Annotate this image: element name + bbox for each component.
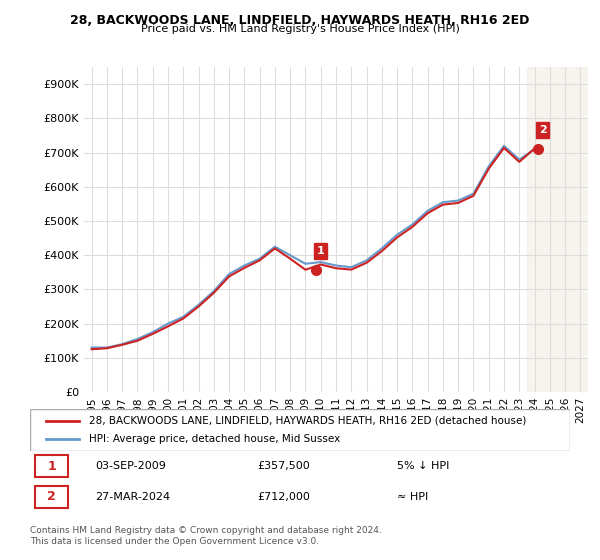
Text: Price paid vs. HM Land Registry's House Price Index (HPI): Price paid vs. HM Land Registry's House … — [140, 24, 460, 34]
Text: £712,000: £712,000 — [257, 492, 310, 502]
Text: 2: 2 — [539, 125, 547, 135]
Text: 28, BACKWOODS LANE, LINDFIELD, HAYWARDS HEATH, RH16 2ED: 28, BACKWOODS LANE, LINDFIELD, HAYWARDS … — [70, 14, 530, 27]
FancyBboxPatch shape — [35, 455, 68, 477]
Bar — [527, 67, 588, 392]
Text: 1: 1 — [316, 246, 324, 256]
Text: 03-SEP-2009: 03-SEP-2009 — [95, 461, 166, 471]
Text: £357,500: £357,500 — [257, 461, 310, 471]
Text: ≈ HPI: ≈ HPI — [397, 492, 428, 502]
Text: 5% ↓ HPI: 5% ↓ HPI — [397, 461, 449, 471]
Text: 27-MAR-2024: 27-MAR-2024 — [95, 492, 170, 502]
Text: 1: 1 — [47, 460, 56, 473]
Text: HPI: Average price, detached house, Mid Sussex: HPI: Average price, detached house, Mid … — [89, 434, 341, 444]
Text: 28, BACKWOODS LANE, LINDFIELD, HAYWARDS HEATH, RH16 2ED (detached house): 28, BACKWOODS LANE, LINDFIELD, HAYWARDS … — [89, 416, 527, 426]
FancyBboxPatch shape — [30, 409, 570, 451]
Text: Contains HM Land Registry data © Crown copyright and database right 2024.
This d: Contains HM Land Registry data © Crown c… — [30, 526, 382, 546]
FancyBboxPatch shape — [35, 486, 68, 508]
Text: 2: 2 — [47, 491, 56, 503]
